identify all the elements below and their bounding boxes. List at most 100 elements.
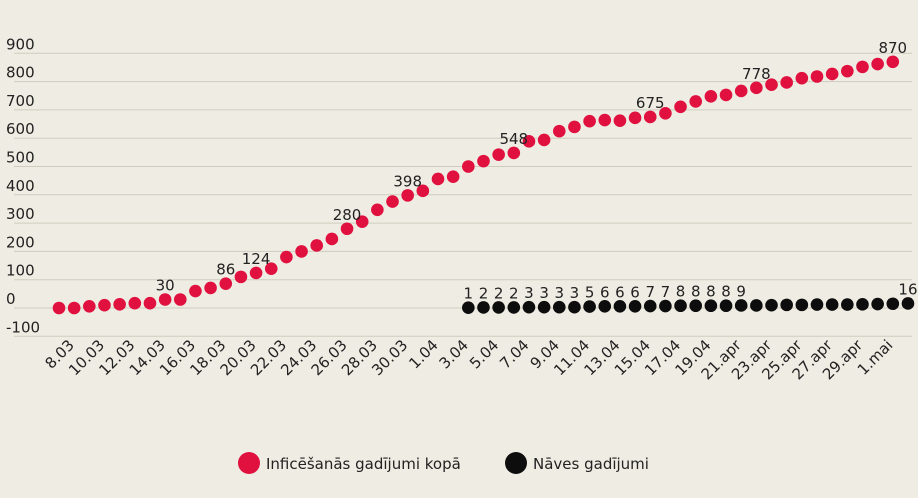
death-point [568, 300, 581, 314]
infected-point [234, 270, 248, 284]
infected-point [416, 184, 430, 198]
infected-point [704, 90, 718, 103]
infected-value-label: 675 [636, 94, 665, 112]
infected-point [98, 298, 111, 312]
death-point [522, 300, 536, 314]
death-value-label: 7 [661, 283, 671, 301]
infected-point [810, 70, 824, 83]
y-tick-label: 400 [6, 177, 35, 195]
infected-value-label: 124 [242, 250, 271, 268]
legend-marker [238, 452, 260, 474]
infected-point [83, 300, 96, 313]
infected-point [386, 195, 399, 208]
infected-point [143, 296, 157, 310]
infected-point [583, 114, 596, 128]
death-point [689, 299, 703, 313]
death-point [598, 300, 612, 313]
infected-point [249, 266, 263, 280]
death-point [492, 301, 505, 314]
death-point [901, 297, 915, 310]
legend-label: Inficēšanās gadījumi kopā [266, 455, 461, 473]
infected-point [173, 293, 187, 306]
death-point [613, 300, 627, 313]
death-point [537, 300, 551, 314]
infected-point [128, 296, 142, 310]
y-tick-label: 300 [6, 205, 35, 223]
death-point [643, 299, 657, 313]
x-tick-label: 1.mai [854, 336, 897, 379]
death-point [674, 299, 687, 313]
death-point [507, 301, 521, 314]
death-point [825, 298, 839, 311]
death-point [583, 300, 596, 313]
death-value-label: 9 [736, 282, 746, 300]
infected-point [674, 100, 687, 114]
infected-point [446, 170, 460, 183]
infected-point [537, 133, 551, 147]
infected-point [552, 124, 566, 138]
y-tick-label: 600 [6, 120, 35, 138]
x-tick-label: 1.04 [405, 336, 441, 372]
legend-label: Nāves gadījumi [533, 455, 649, 473]
infected-point [659, 106, 672, 120]
infected-point [598, 113, 612, 127]
death-value-label: 3 [570, 284, 580, 302]
death-value-label: 2 [479, 284, 489, 302]
death-point [841, 298, 854, 311]
infected-value-label: 870 [878, 39, 907, 57]
death-point [795, 298, 809, 312]
death-value-label: 16 [898, 280, 917, 298]
infected-point [780, 76, 793, 89]
death-value-label: 3 [524, 284, 534, 302]
infected-point [401, 189, 414, 202]
death-point [734, 299, 748, 312]
data-points [52, 55, 915, 315]
infected-point [295, 245, 308, 258]
death-point [871, 297, 884, 311]
y-tick-label: 0 [6, 290, 16, 308]
y-tick-label: 500 [6, 149, 35, 167]
infected-value-label: 778 [742, 65, 771, 83]
infected-point [750, 81, 763, 95]
infected-point [67, 301, 81, 315]
death-point [704, 299, 718, 313]
death-point [810, 298, 824, 311]
infected-point [264, 262, 278, 275]
infected-point [507, 146, 521, 160]
infected-point [355, 215, 369, 228]
infected-point [280, 250, 293, 264]
infected-point [568, 120, 581, 134]
death-point [750, 299, 763, 312]
x-tick-label: 5.04 [466, 336, 502, 372]
death-value-label: 6 [630, 283, 640, 301]
infected-point [477, 154, 490, 168]
death-point [886, 297, 900, 311]
death-value-label: 6 [615, 283, 625, 301]
infected-point [325, 232, 339, 246]
infected-point [719, 88, 733, 102]
infected-point [113, 298, 126, 311]
infected-point [219, 277, 233, 290]
infected-point [522, 135, 536, 148]
death-point [659, 299, 672, 313]
infected-point [795, 71, 809, 85]
legend: Inficēšanās gadījumi kopā Nāves gadījumi [238, 452, 649, 474]
infected-point [204, 281, 217, 295]
infected-point [643, 110, 657, 124]
y-tick-label: 200 [6, 233, 35, 251]
y-tick-label: 100 [6, 262, 35, 280]
death-value-label: 2 [494, 284, 504, 302]
infected-point [689, 95, 703, 108]
x-tick-label: 3.04 [436, 336, 472, 372]
infected-point [628, 111, 642, 125]
infected-point [158, 293, 172, 306]
infected-point [431, 172, 445, 186]
death-point [628, 300, 642, 313]
death-value-label: 8 [691, 283, 701, 301]
y-tick-label: 900 [6, 35, 35, 53]
death-value-label: 5 [585, 284, 595, 302]
infected-value-label: 280 [333, 206, 362, 224]
